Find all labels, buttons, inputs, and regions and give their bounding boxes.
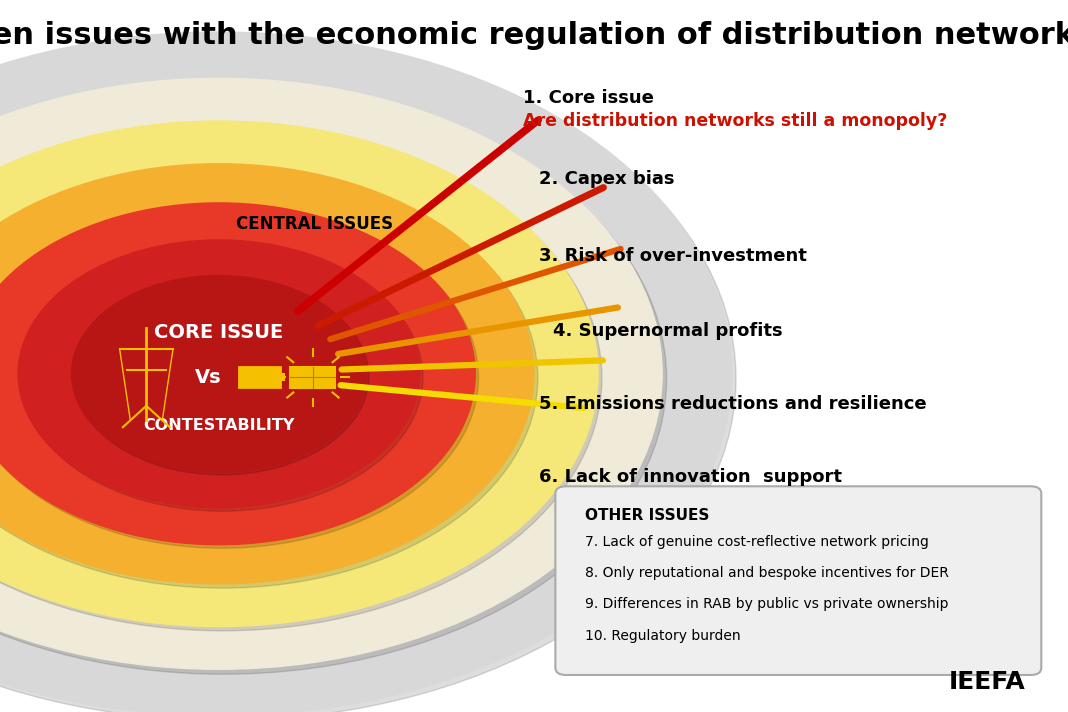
Text: 5. Emissions reductions and resilience: 5. Emissions reductions and resilience (539, 395, 927, 414)
Text: 1. Core issue: 1. Core issue (523, 88, 655, 107)
Text: CENTRAL ISSUES: CENTRAL ISSUES (236, 215, 394, 234)
Text: IEEFA: IEEFA (948, 670, 1025, 694)
Text: Vs: Vs (195, 368, 221, 387)
Text: 8. Only reputational and bespoke incentives for DER: 8. Only reputational and bespoke incenti… (585, 566, 949, 580)
Circle shape (0, 203, 475, 545)
Text: 4. Supernormal profits: 4. Supernormal profits (553, 322, 783, 340)
Circle shape (74, 278, 368, 475)
Circle shape (0, 206, 478, 548)
Circle shape (0, 164, 534, 584)
Bar (280, 373, 285, 382)
Bar (239, 367, 280, 387)
Text: CONTESTABILITY: CONTESTABILITY (143, 418, 295, 434)
Circle shape (21, 244, 423, 511)
Circle shape (0, 168, 538, 588)
Text: Are distribution networks still a monopoly?: Are distribution networks still a monopo… (523, 112, 947, 130)
Text: 9. Differences in RAB by public vs private ownership: 9. Differences in RAB by public vs priva… (585, 597, 948, 612)
Text: Ten issues with the economic regulation of distribution networks: Ten issues with the economic regulation … (0, 21, 1068, 51)
Text: 7. Lack of genuine cost-reflective network pricing: 7. Lack of genuine cost-reflective netwo… (585, 535, 929, 549)
Circle shape (0, 32, 732, 712)
Text: 3. Risk of over-investment: 3. Risk of over-investment (539, 247, 807, 266)
Circle shape (0, 37, 736, 712)
Text: 6. Lack of innovation  support: 6. Lack of innovation support (539, 468, 843, 486)
Circle shape (72, 276, 366, 472)
Text: 10. Regulatory burden: 10. Regulatory burden (585, 629, 741, 643)
Circle shape (0, 125, 602, 631)
Circle shape (18, 240, 420, 508)
FancyBboxPatch shape (555, 486, 1041, 675)
Circle shape (0, 78, 662, 669)
Text: CORE ISSUE: CORE ISSUE (154, 323, 284, 342)
Text: 2. Capex bias: 2. Capex bias (539, 170, 675, 189)
Circle shape (0, 121, 598, 627)
Circle shape (0, 83, 666, 674)
Text: OTHER ISSUES: OTHER ISSUES (585, 508, 709, 523)
Bar (290, 367, 335, 388)
